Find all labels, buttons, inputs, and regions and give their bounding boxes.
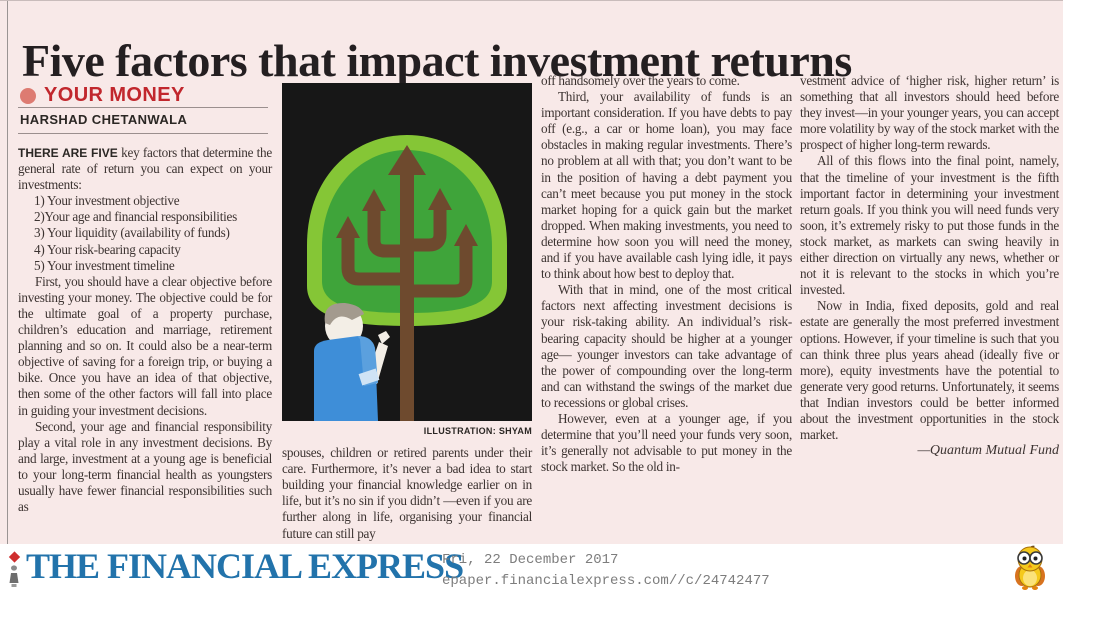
paragraph: Second, your age and financial responsib…	[18, 418, 272, 515]
factor-item-4: 4) Your risk-bearing capacity	[34, 241, 181, 257]
newspaper-clip: Five factors that impact investment retu…	[0, 0, 1063, 545]
lead-in-text: THERE ARE FIVE	[18, 146, 118, 160]
illustration	[282, 83, 532, 421]
left-column-rule	[7, 1, 8, 544]
source-byline: —Quantum Mutual Fund	[917, 443, 1059, 459]
paragraph: Now in India, fixed deposits, gold and r…	[800, 298, 1059, 443]
intro-paragraph: THERE ARE FIVE key factors that determin…	[18, 145, 272, 193]
factor-list: 1) Your investment objective 2)Your age …	[18, 193, 272, 273]
financial-express-mark-icon	[6, 550, 22, 597]
tree-of-arrows-illustration	[282, 83, 532, 421]
kicker-rule	[18, 107, 268, 108]
paragraph: off handsomely over the years to come.	[541, 73, 740, 88]
epaper-footer: THE FINANCIAL EXPRESS Fri, 22 December 2…	[0, 544, 1105, 635]
article-headline: Five factors that impact investment retu…	[22, 34, 852, 86]
factor-item-3: 3) Your liquidity (availability of funds…	[34, 225, 230, 241]
factor-item-5: 5) Your investment timeline	[34, 257, 175, 273]
paragraph: All of this flows into the final point, …	[800, 153, 1059, 298]
factor-item-1: 1) Your investment objective	[34, 193, 180, 209]
paragraph: spouses, children or retired parents und…	[282, 445, 532, 541]
owl-mascot-icon	[1010, 545, 1050, 596]
article-column-3: off handsomely over the years to come. T…	[541, 73, 792, 475]
article-column-4: vestment advice of ‘higher risk, higher …	[800, 73, 1059, 459]
author-byline: HARSHAD CHETANWALA	[20, 112, 188, 127]
person-figure	[314, 302, 390, 421]
intro-rest-text: key factors that determine the general r…	[18, 145, 273, 193]
paragraph: First, you should have a clear objective…	[18, 273, 272, 418]
paragraph: With that in mind, one of the most criti…	[541, 282, 792, 410]
factor-item-2: 2)Your age and financial responsibilitie…	[34, 209, 238, 225]
paragraph: However, even at a younger age, if you d…	[541, 410, 792, 475]
section-kicker: YOUR MONEY	[20, 84, 185, 107]
illustration-credit: ILLUSTRATION: SHYAM	[423, 426, 532, 436]
section-label: YOUR MONEY	[44, 84, 185, 106]
capture-date: Fri, 22 December 2017	[442, 552, 619, 568]
capture-url: epaper.financialexpress.com//c/24742477	[442, 573, 770, 589]
paragraph: vestment advice of ‘higher risk, higher …	[800, 73, 1059, 153]
author-rule	[18, 133, 268, 134]
article-column-1: THERE ARE FIVE key factors that determin…	[18, 145, 272, 515]
capture-meta: Fri, 22 December 2017 epaper.financialex…	[442, 550, 770, 592]
financial-express-logo: THE FINANCIAL EXPRESS	[26, 546, 464, 586]
bullet-dot-icon	[20, 87, 36, 104]
article-column-2: ILLUSTRATION: SHYAM spouses, children or…	[282, 83, 532, 542]
paragraph: Third, your availability of funds is an …	[541, 89, 792, 282]
trunk-arrowhead	[388, 145, 426, 175]
